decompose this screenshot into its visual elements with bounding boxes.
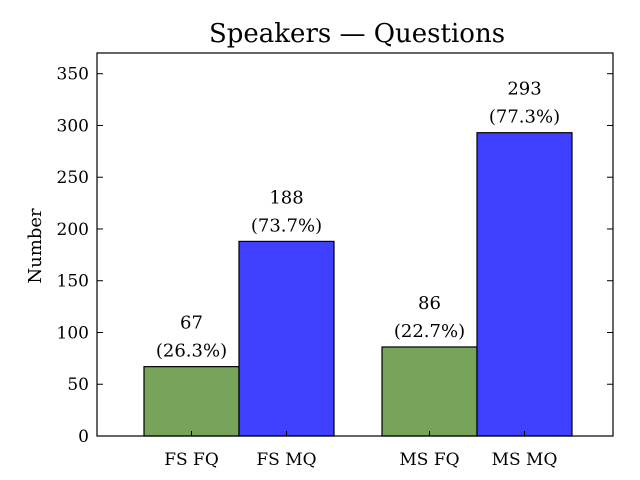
plot-frame: [96, 52, 614, 437]
bar-value-label: 86: [418, 293, 441, 314]
y-axis-ticks: 0 50 100 150 200 250 300 350: [57, 65, 613, 447]
bar-percent-label: (77.3%): [489, 107, 560, 128]
bars: [143, 132, 573, 437]
x-tick-label: MS FQ: [399, 450, 459, 470]
bar-value-label: 293: [507, 79, 541, 100]
y-tick-label: 250: [57, 168, 89, 188]
bar-percent-label: (73.7%): [251, 215, 322, 236]
x-tick-label: MS MQ: [492, 450, 558, 470]
bar-value-label: 188: [269, 187, 303, 208]
bar-fs-mq: [238, 240, 335, 437]
y-tick-label: 150: [57, 272, 89, 292]
bar-labels: 67 (26.3%) 188 (73.7%) 86 (22.7%) 293 (77.3%): [156, 79, 560, 362]
x-tick-label: FS FQ: [164, 450, 219, 470]
bar-fs-fq: [143, 366, 240, 437]
bar-percent-label: (22.7%): [394, 321, 465, 342]
y-axis-label: Number: [25, 208, 46, 284]
y-tick-label: 350: [57, 65, 89, 85]
y-tick-label: 200: [57, 220, 89, 240]
bar-percent-label: (26.3%): [156, 341, 227, 362]
chart-title: Speakers — Questions: [209, 19, 505, 49]
y-tick-label: 300: [57, 116, 89, 136]
y-tick-label: 50: [67, 375, 89, 395]
bar-value-label: 67: [180, 313, 203, 334]
bar-ms-fq: [381, 346, 478, 437]
y-tick-label: 100: [57, 323, 89, 343]
y-tick-label: 0: [78, 427, 89, 447]
x-tick-label: FS MQ: [256, 450, 316, 470]
x-axis-ticks: FS FQ FS MQ MS FQ MS MQ: [164, 431, 557, 470]
bar-ms-mq: [476, 132, 573, 437]
